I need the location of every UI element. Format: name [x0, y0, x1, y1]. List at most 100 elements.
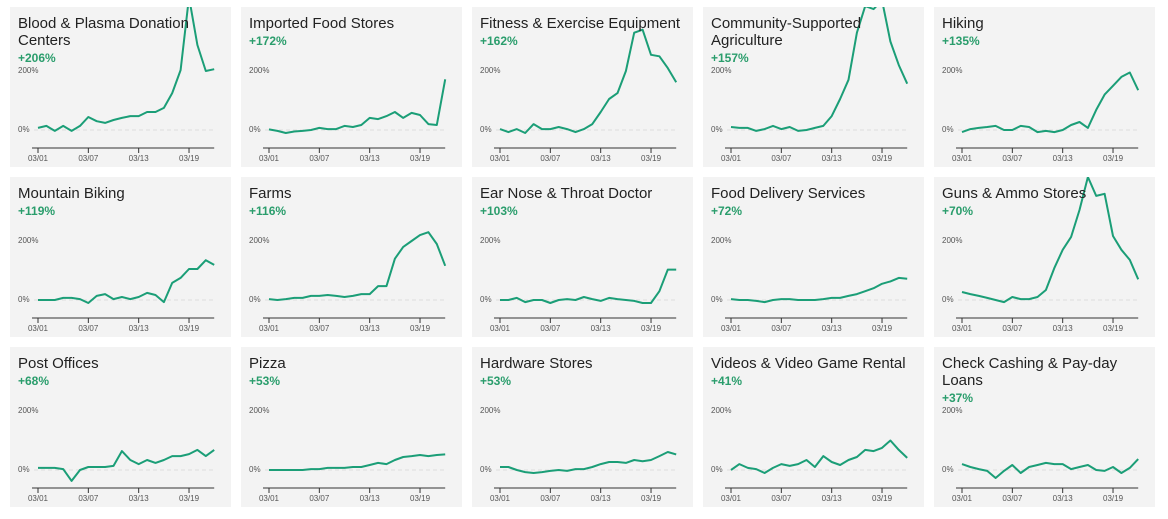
x-tick-label: 03/07: [309, 494, 330, 503]
x-tick-label: 03/01: [490, 324, 511, 333]
x-tick-label: 03/01: [952, 494, 973, 503]
x-tick-label: 03/19: [410, 154, 431, 163]
y-tick-label: 0%: [711, 295, 723, 304]
chart-subtitle: +119%: [18, 204, 56, 218]
line: [500, 451, 677, 474]
chart-panel: 0% 200% 03/01 03/07 03/13 03/19 Pizza +53%: [241, 347, 462, 507]
chart-title: Videos & Video Game Rental: [711, 355, 906, 372]
y-tick-label: 200%: [249, 236, 269, 245]
x-tick-label: 03/01: [259, 494, 280, 503]
chart-panel: 0% 200% 03/01 03/07 03/13 03/19 Mountain Bikin…: [10, 177, 231, 337]
y-tick-label: 0%: [18, 125, 30, 134]
plot: 0% 200% 03/01 03/07 03/13 03/19: [249, 406, 446, 503]
x-tick-label: 03/19: [179, 324, 200, 333]
x-tick-label: 03/19: [872, 154, 893, 163]
chart-subtitle: +72%: [711, 204, 743, 218]
chart-panel: 0% 200% 03/01 03/07 03/13 03/19 Community-Supp…: [703, 7, 924, 167]
x-tick-label: 03/13: [591, 324, 612, 333]
x-tick-label: 03/01: [28, 494, 49, 503]
x-tick-label: 03/07: [771, 324, 792, 333]
line: [499, 28, 678, 134]
plot: 0% 200% 03/01 03/07 03/13 03/19: [249, 66, 447, 163]
chart-panel: 0% 200% 03/01 03/07 03/13 03/19 Check Cashing …: [934, 347, 1155, 507]
plot: 0% 200% 03/01 03/07 03/13 03/19: [18, 236, 215, 333]
x-tick-label: 03/13: [360, 494, 381, 503]
line: [38, 448, 215, 482]
y-tick-label: 0%: [480, 295, 492, 304]
plot: 0% 200% 03/01 03/07 03/13 03/19: [480, 406, 677, 503]
x-tick-label: 03/13: [129, 154, 150, 163]
chart-subtitle: +53%: [480, 374, 512, 388]
y-tick-label: 0%: [249, 295, 261, 304]
plot: 0% 200% 03/01 03/07 03/13 03/19: [249, 231, 447, 333]
line: [268, 231, 447, 301]
plot: 0% 200% 03/01 03/07 03/13 03/19: [480, 236, 677, 333]
y-tick-label: 0%: [942, 295, 954, 304]
line: [730, 439, 908, 474]
chart-title: Farms: [249, 185, 292, 202]
chart-subtitle: +172%: [249, 34, 287, 48]
chart-panel: 0% 200% 03/01 03/07 03/13 03/19 Imported Food …: [241, 7, 462, 167]
y-tick-label: 200%: [711, 406, 731, 415]
line: [961, 458, 1139, 479]
x-tick-label: 03/13: [591, 494, 612, 503]
plot: 0% 200% 03/01 03/07 03/13 03/19: [711, 236, 908, 333]
line: [268, 79, 447, 134]
x-tick-label: 03/01: [721, 324, 742, 333]
x-tick-label: 03/13: [360, 154, 381, 163]
panel-header: Hiking +135%: [942, 15, 1155, 48]
y-tick-label: 200%: [18, 236, 38, 245]
plot: 0% 200% 03/01 03/07 03/13 03/19: [480, 28, 678, 163]
line: [37, 7, 215, 132]
y-tick-label: 200%: [942, 66, 962, 75]
x-tick-label: 03/13: [1053, 154, 1074, 163]
x-tick-label: 03/19: [872, 494, 893, 503]
chart-subtitle: +70%: [942, 204, 974, 218]
x-tick-label: 03/01: [490, 154, 511, 163]
panel-header: Check Cashing & Pay-day Loans +37%: [942, 355, 1155, 405]
y-tick-label: 0%: [249, 465, 261, 474]
y-tick-label: 0%: [480, 125, 492, 134]
panel-header: Food Delivery Services +72%: [711, 185, 924, 218]
panel-header: Ear Nose & Throat Doctor +103%: [480, 185, 693, 218]
line: [38, 259, 215, 304]
x-tick-label: 03/19: [1103, 154, 1124, 163]
chart-title: Pizza: [249, 355, 286, 372]
x-tick-label: 03/01: [490, 494, 511, 503]
x-tick-label: 03/01: [952, 154, 973, 163]
plot: 0% 200% 03/01 03/07 03/13 03/19: [942, 177, 1140, 333]
x-tick-label: 03/07: [78, 154, 99, 163]
y-tick-label: 200%: [249, 406, 269, 415]
x-tick-label: 03/19: [179, 154, 200, 163]
x-tick-label: 03/19: [641, 324, 662, 333]
chart-panel: 0% 200% 03/01 03/07 03/13 03/19 Guns & Ammo St…: [934, 177, 1155, 337]
panel-header: Mountain Biking +119%: [18, 185, 231, 218]
chart-title: Check Cashing & Pay-day Loans: [942, 355, 1118, 389]
chart-subtitle: +103%: [480, 204, 518, 218]
x-tick-label: 03/07: [771, 154, 792, 163]
panel-header: Post Offices +68%: [18, 355, 231, 388]
x-tick-label: 03/07: [309, 154, 330, 163]
panel-header: Imported Food Stores +172%: [249, 15, 462, 48]
chart-title: Hiking: [942, 15, 984, 32]
y-tick-label: 0%: [942, 465, 954, 474]
y-tick-label: 200%: [942, 236, 962, 245]
panel-header: Hardware Stores +53%: [480, 355, 693, 388]
chart-title: Mountain Biking: [18, 185, 125, 202]
x-tick-label: 03/13: [822, 324, 843, 333]
chart-title: Ear Nose & Throat Doctor: [480, 185, 653, 202]
y-tick-label: 0%: [942, 125, 954, 134]
x-tick-label: 03/19: [641, 154, 662, 163]
panel-header: Blood & Plasma Donation Centers +206%: [18, 15, 231, 65]
x-tick-label: 03/19: [1103, 324, 1124, 333]
line: [730, 276, 908, 304]
x-tick-label: 03/01: [721, 494, 742, 503]
x-tick-label: 03/07: [540, 154, 561, 163]
chart-subtitle: +116%: [249, 204, 287, 218]
y-tick-label: 0%: [711, 125, 723, 134]
x-tick-label: 03/01: [952, 324, 973, 333]
x-tick-label: 03/13: [822, 494, 843, 503]
plot: 0% 200% 03/01 03/07 03/13 03/19: [942, 66, 1140, 163]
chart-panel: 0% 200% 03/01 03/07 03/13 03/19 Post Offices +6…: [10, 347, 231, 507]
